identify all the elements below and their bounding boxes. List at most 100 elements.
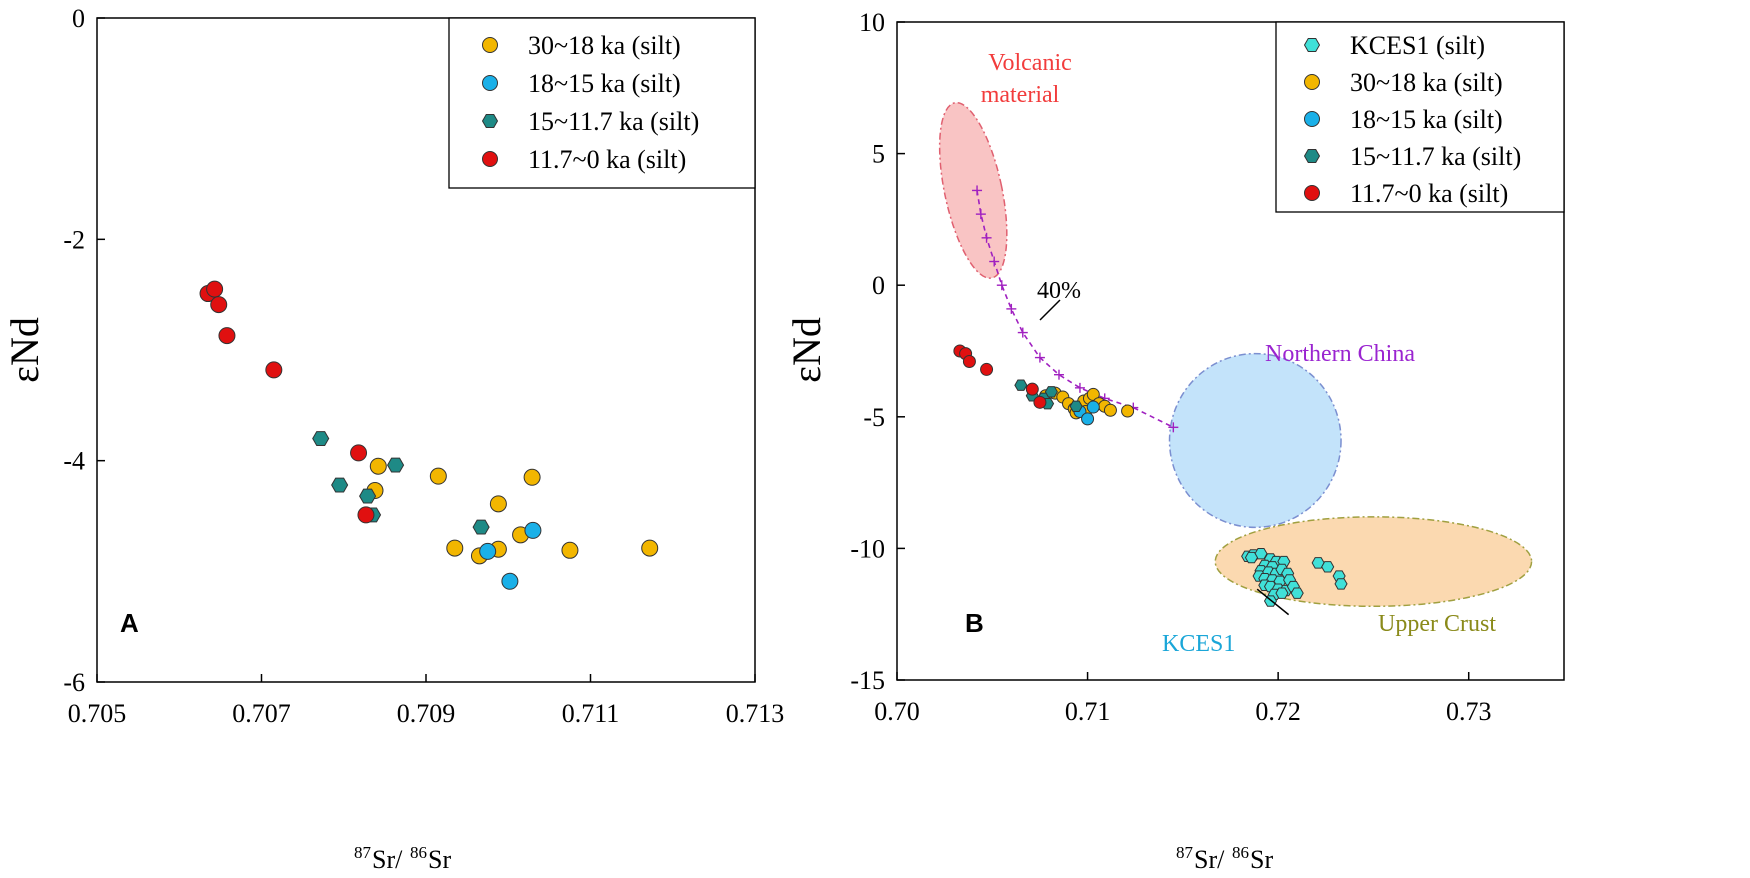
panel-b-legend-marker-1 xyxy=(1304,74,1320,90)
panel-a-legend-label-3: 11.7~0 ka (silt) xyxy=(528,145,686,174)
panel-b-point-series-2 xyxy=(1086,400,1100,414)
panel-b-xlabel-sup1: 87 xyxy=(1176,843,1194,862)
panel-b-legend-label-1: 30~18 ka (silt) xyxy=(1350,68,1503,97)
panel-a-ytick-label: 0 xyxy=(72,4,85,33)
panel-b-point-series-3 xyxy=(1069,400,1083,412)
northern-china-label: Northern China xyxy=(1265,341,1415,367)
panel-a-xlabel: 87 Sr/ 86 Sr xyxy=(354,843,451,874)
panel-a-xlabel-sup2: 86 xyxy=(410,843,427,862)
mixing-percent-label: 40% xyxy=(1037,278,1081,304)
panel-a-legend-marker-0 xyxy=(482,37,498,53)
panel-a-xtick-label: 0.705 xyxy=(68,699,127,728)
panel-b-xlabel-sup2: 86 xyxy=(1232,843,1249,862)
panel-b-ytick-label: -5 xyxy=(863,403,885,432)
panel-b-point-series-0 xyxy=(1290,587,1304,599)
panel-a-xlabel-end: Sr xyxy=(428,845,451,873)
panel-a-legend-box xyxy=(448,17,756,189)
panel-a-legend-label-1: 18~15 ka (silt) xyxy=(528,69,681,98)
panel-a-legend-items: 30~18 ka (silt) 18~15 ka (silt) 15~11.7 ka… xyxy=(481,31,699,174)
panel-a-point-series-1 xyxy=(479,542,497,560)
panel-a-ytick-label: -2 xyxy=(63,225,85,254)
panel-b-ytick-label: -10 xyxy=(850,534,885,563)
panel-a-ytick-label: -4 xyxy=(63,447,85,476)
panel-b: 0.70 0.71 0.72 0.73 10 5 0 -5 -10 -15 Volcanic ma… xyxy=(784,8,1565,874)
panel-b-xlabel-mid: Sr/ xyxy=(1194,845,1225,873)
panel-a-point-series-0 xyxy=(489,495,507,513)
panel-b-xtick-label: 0.70 xyxy=(874,697,920,726)
panel-b-legend-marker-0 xyxy=(1303,38,1321,52)
panel-b-legend-marker-3 xyxy=(1303,149,1321,163)
panel-b-legend-items: KCES1 (silt) 30~18 ka (silt) 18~15 ka (sil… xyxy=(1303,31,1521,208)
panel-a-ticks: 0.705 0.707 0.709 0.711 0.713 0 -2 -4 -6 xyxy=(63,4,784,728)
panel-b-xtick-label: 0.73 xyxy=(1446,697,1492,726)
panel-a-point-series-0 xyxy=(446,539,464,557)
panel-a-xtick-label: 0.709 xyxy=(397,699,456,728)
panel-b-point-series-3 xyxy=(1044,386,1058,398)
panel-b-legend-label-2: 18~15 ka (silt) xyxy=(1350,105,1503,134)
panel-b-point-series-4 xyxy=(962,355,976,369)
panel-b-ytick-label: 5 xyxy=(872,140,885,169)
panel-b-xlabel-end: Sr xyxy=(1250,845,1273,873)
panel-a-legend-marker-1 xyxy=(482,75,498,91)
panel-a-point-series-2 xyxy=(331,477,349,493)
panel-a-point-series-2 xyxy=(312,431,330,446)
panel-a-point-series-1 xyxy=(524,521,542,539)
panel-a-point-series-3 xyxy=(265,361,283,379)
panel-b-point-series-0 xyxy=(1311,557,1325,569)
panel-a-legend-marker-3 xyxy=(482,151,498,167)
panel-a: 0.705 0.707 0.709 0.711 0.713 0 -2 -4 -6 A εNd 8… xyxy=(2,4,784,874)
panel-b-label: B xyxy=(965,608,984,638)
panel-a-point-series-0 xyxy=(641,539,659,557)
panel-a-point-series-2 xyxy=(359,488,377,504)
panel-a-point-series-2 xyxy=(472,519,490,535)
panel-a-legend-label-0: 30~18 ka (silt) xyxy=(528,31,681,60)
panel-a-point-series-0 xyxy=(369,457,387,475)
panel-b-point-series-0 xyxy=(1275,587,1289,599)
panel-b-point-series-0 xyxy=(1334,578,1348,590)
panel-b-ticks: 0.70 0.71 0.72 0.73 10 5 0 -5 -10 -15 xyxy=(850,8,1491,726)
panel-a-legend-marker-2 xyxy=(481,114,499,128)
panel-b-point-series-4 xyxy=(1025,382,1039,396)
panel-b-xtick-label: 0.72 xyxy=(1255,697,1301,726)
panel-b-xlabel: 87 Sr/ 86 Sr xyxy=(1176,843,1273,874)
volcanic-label-line1: Volcanic xyxy=(988,50,1072,76)
panel-a-xtick-label: 0.711 xyxy=(562,699,620,728)
panel-b-point-series-4 xyxy=(1033,395,1047,409)
panel-a-point-series-0 xyxy=(561,541,579,559)
upper-crust-label: Upper Crust xyxy=(1378,611,1496,637)
mixing-percent-pointer xyxy=(1039,299,1061,321)
panel-a-point-series-0 xyxy=(429,467,447,485)
panel-b-legend-box xyxy=(1275,21,1565,213)
panel-a-point-series-3 xyxy=(357,506,375,524)
panel-b-point-series-0 xyxy=(1244,551,1259,564)
panel-a-point-series-3 xyxy=(350,444,368,462)
panel-a-point-series-2 xyxy=(386,457,405,473)
panel-b-ytick-label: 10 xyxy=(859,8,885,37)
panel-a-xtick-label: 0.713 xyxy=(726,699,785,728)
panel-a-xlabel-sup1: 87 xyxy=(354,843,372,862)
panel-b-ytick-label: 0 xyxy=(872,271,885,300)
panel-b-point-series-1 xyxy=(1103,403,1117,417)
kces1-annotation-label: KCES1 xyxy=(1162,631,1235,657)
panel-b-legend-label-3: 15~11.7 ka (silt) xyxy=(1350,142,1521,171)
panel-a-point-series-3 xyxy=(210,296,228,314)
panel-b-legend-label-0: KCES1 (silt) xyxy=(1350,31,1485,60)
panel-b-point-series-3 xyxy=(1014,379,1028,391)
panel-a-label: A xyxy=(120,608,139,638)
panel-b-legend-marker-4 xyxy=(1304,185,1320,201)
kces1-pointer-line xyxy=(1256,588,1290,616)
volcanic-label-line2: material xyxy=(981,82,1060,108)
panel-a-ytick-label: -6 xyxy=(63,668,85,697)
panel-b-points xyxy=(953,344,1348,607)
panel-b-point-series-1 xyxy=(1121,404,1135,418)
panel-a-point-series-1 xyxy=(501,572,519,590)
panel-b-ytick-label: -15 xyxy=(850,666,885,695)
panel-a-ylabel: εNd xyxy=(2,317,47,383)
panel-b-legend: KCES1 (silt) 30~18 ka (silt) 18~15 ka (sil… xyxy=(1275,21,1565,213)
panel-b-xtick-label: 0.71 xyxy=(1065,697,1111,726)
panel-a-legend: 30~18 ka (silt) 18~15 ka (silt) 15~11.7 ka… xyxy=(448,17,756,189)
panel-b-legend-label-4: 11.7~0 ka (silt) xyxy=(1350,179,1508,208)
panel-a-xlabel-mid: Sr/ xyxy=(372,845,403,873)
panel-b-point-series-0 xyxy=(1321,561,1335,573)
